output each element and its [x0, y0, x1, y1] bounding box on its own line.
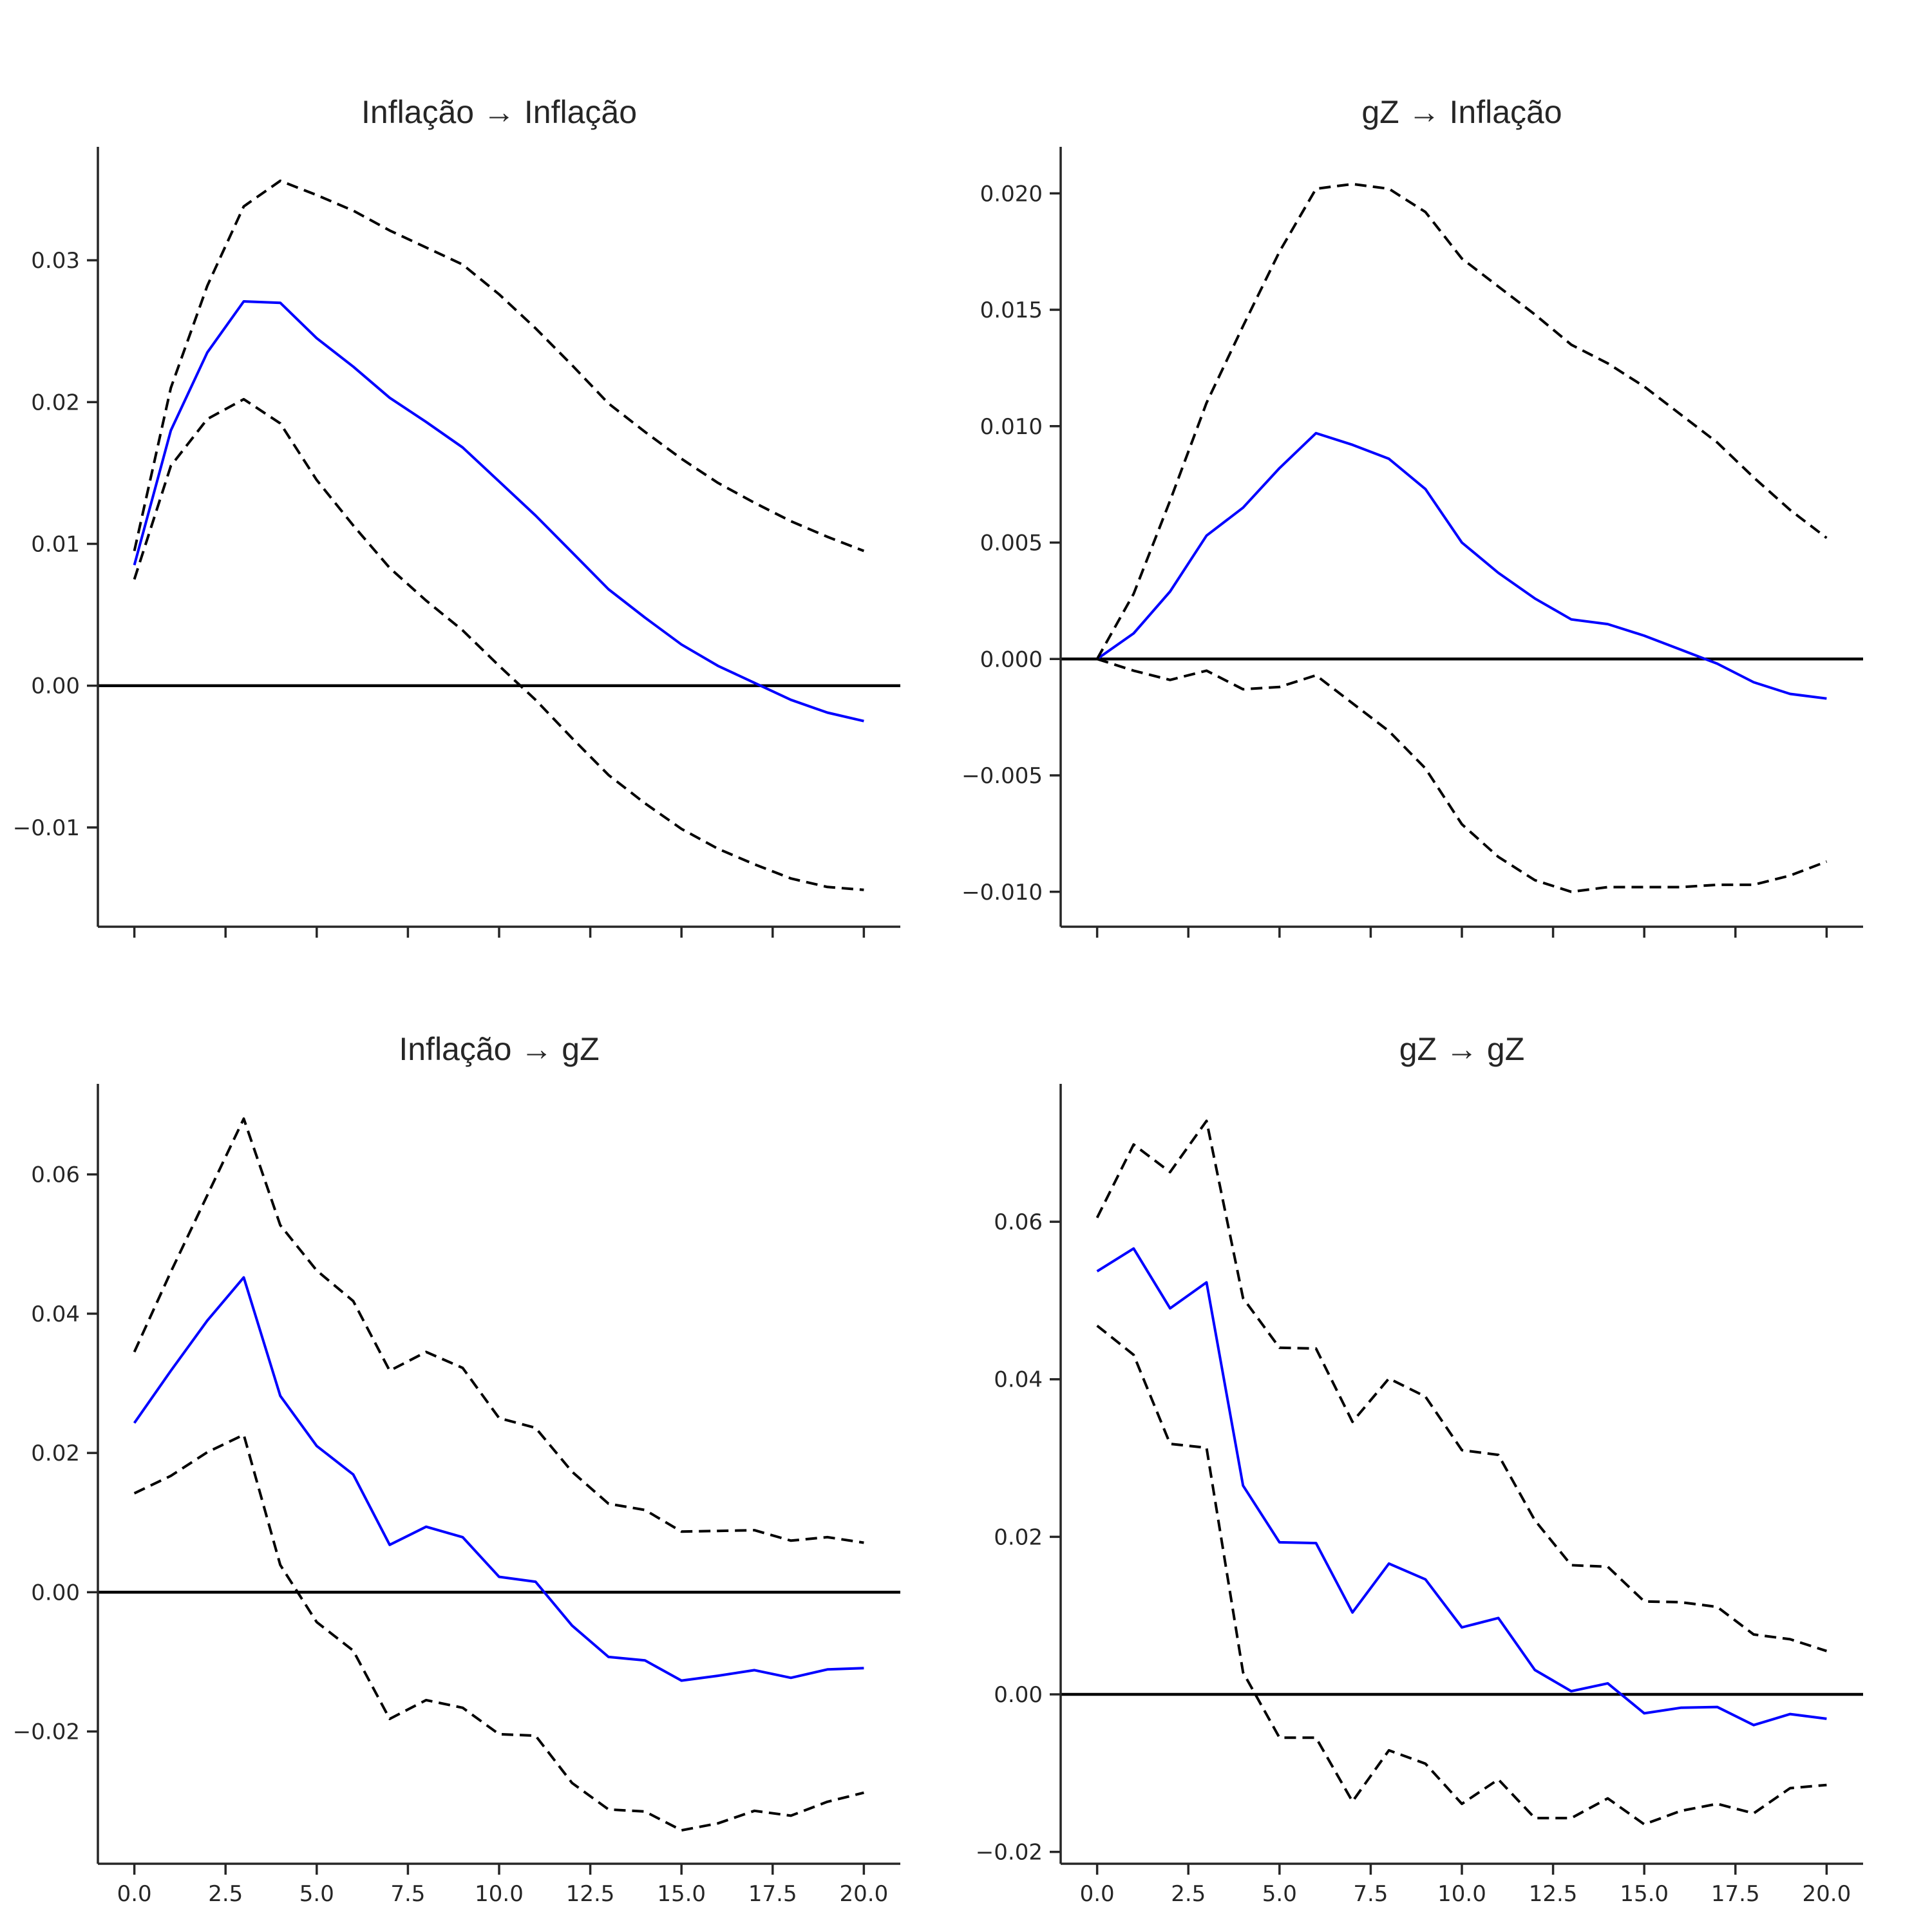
x-tick-label: 5.0	[299, 1881, 334, 1907]
y-tick-label: 0.00	[31, 674, 80, 699]
irf-series-line	[133, 1276, 864, 1682]
upper-band-line	[1095, 1119, 1828, 1653]
panel-gz-inflacao: gZ → Inflação −0.010 −0.005 0.000 0.005 0.010…	[961, 94, 1863, 938]
y-tick-label: 0.020	[980, 181, 1043, 207]
x-tick-label: 10.0	[475, 1881, 524, 1907]
panel-title: Inflação → gZ	[399, 1031, 599, 1067]
y-tick-label: 0.03	[31, 248, 80, 274]
x-tick-label: 0.0	[117, 1881, 152, 1907]
y-tick-label: 0.010	[980, 414, 1043, 440]
y-tick-label: 0.00	[31, 1580, 80, 1605]
y-tick-label: 0.02	[994, 1524, 1043, 1550]
lower-band-line	[1096, 658, 1828, 893]
x-tick-label: 17.5	[748, 1881, 797, 1907]
y-tick-label: −0.01	[13, 815, 80, 841]
panel-title: gZ → gZ	[1399, 1031, 1524, 1067]
upper-band-line	[133, 179, 865, 553]
irf-series-line	[1096, 431, 1827, 700]
irf-series-line	[1096, 1247, 1827, 1727]
upper-band-line	[133, 1117, 864, 1544]
x-tick-label: 12.5	[1529, 1881, 1578, 1907]
panel-gz-gz: gZ → gZ −0.02 0.00 0.02 0.04 0.06 0.0 2.5 5.0 7.5…	[976, 1031, 1863, 1907]
x-tick-label: 20.0	[1803, 1881, 1852, 1907]
y-tick-label: 0.04	[31, 1302, 80, 1327]
x-tick-label: 10.0	[1437, 1881, 1486, 1907]
x-tick-label: 15.0	[657, 1881, 706, 1907]
x-tick-label: 20.0	[840, 1881, 889, 1907]
y-tick-label: 0.00	[994, 1682, 1043, 1708]
x-tick-label: 17.5	[1711, 1881, 1760, 1907]
y-tick-label: 0.000	[980, 647, 1043, 672]
y-tick-label: 0.015	[980, 298, 1043, 323]
x-tick-label: 12.5	[566, 1881, 615, 1907]
y-tick-label: 0.02	[31, 390, 80, 415]
y-tick-label: −0.02	[976, 1840, 1043, 1866]
irf-series-line	[133, 300, 864, 723]
lower-band-line	[133, 1433, 864, 1832]
y-tick-label: 0.02	[31, 1441, 80, 1466]
y-tick-label: −0.010	[961, 880, 1043, 905]
y-tick-label: 0.005	[980, 531, 1043, 556]
panel-inflacao-gz: Inflação → gZ −0.02 0.00 0.02 0.04 0.06 0.0 2.5…	[13, 1031, 900, 1907]
y-tick-label: −0.02	[13, 1719, 80, 1745]
x-tick-label: 15.0	[1620, 1881, 1669, 1907]
upper-band-line	[1095, 182, 1828, 660]
panel-title: gZ → Inflação	[1361, 94, 1562, 130]
panel-title: Inflação → Inflação	[361, 94, 637, 130]
x-tick-label: 7.5	[1353, 1881, 1388, 1907]
x-tick-label: 7.5	[390, 1881, 425, 1907]
panel-inflacao-inflacao: Inflação → Inflação −0.01 0.00 0.01 0.02 0.03	[13, 94, 900, 938]
lower-band-line	[1096, 1324, 1827, 1826]
x-tick-label: 5.0	[1262, 1881, 1297, 1907]
x-tick-label: 2.5	[208, 1881, 243, 1907]
y-tick-label: 0.06	[31, 1162, 80, 1188]
y-tick-label: 0.06	[994, 1209, 1043, 1235]
y-tick-label: −0.005	[961, 763, 1043, 789]
x-tick-label: 0.0	[1080, 1881, 1115, 1907]
lower-band-line	[133, 397, 864, 891]
y-tick-label: 0.04	[994, 1367, 1043, 1393]
y-tick-label: 0.01	[31, 532, 80, 558]
x-tick-label: 2.5	[1171, 1881, 1206, 1907]
